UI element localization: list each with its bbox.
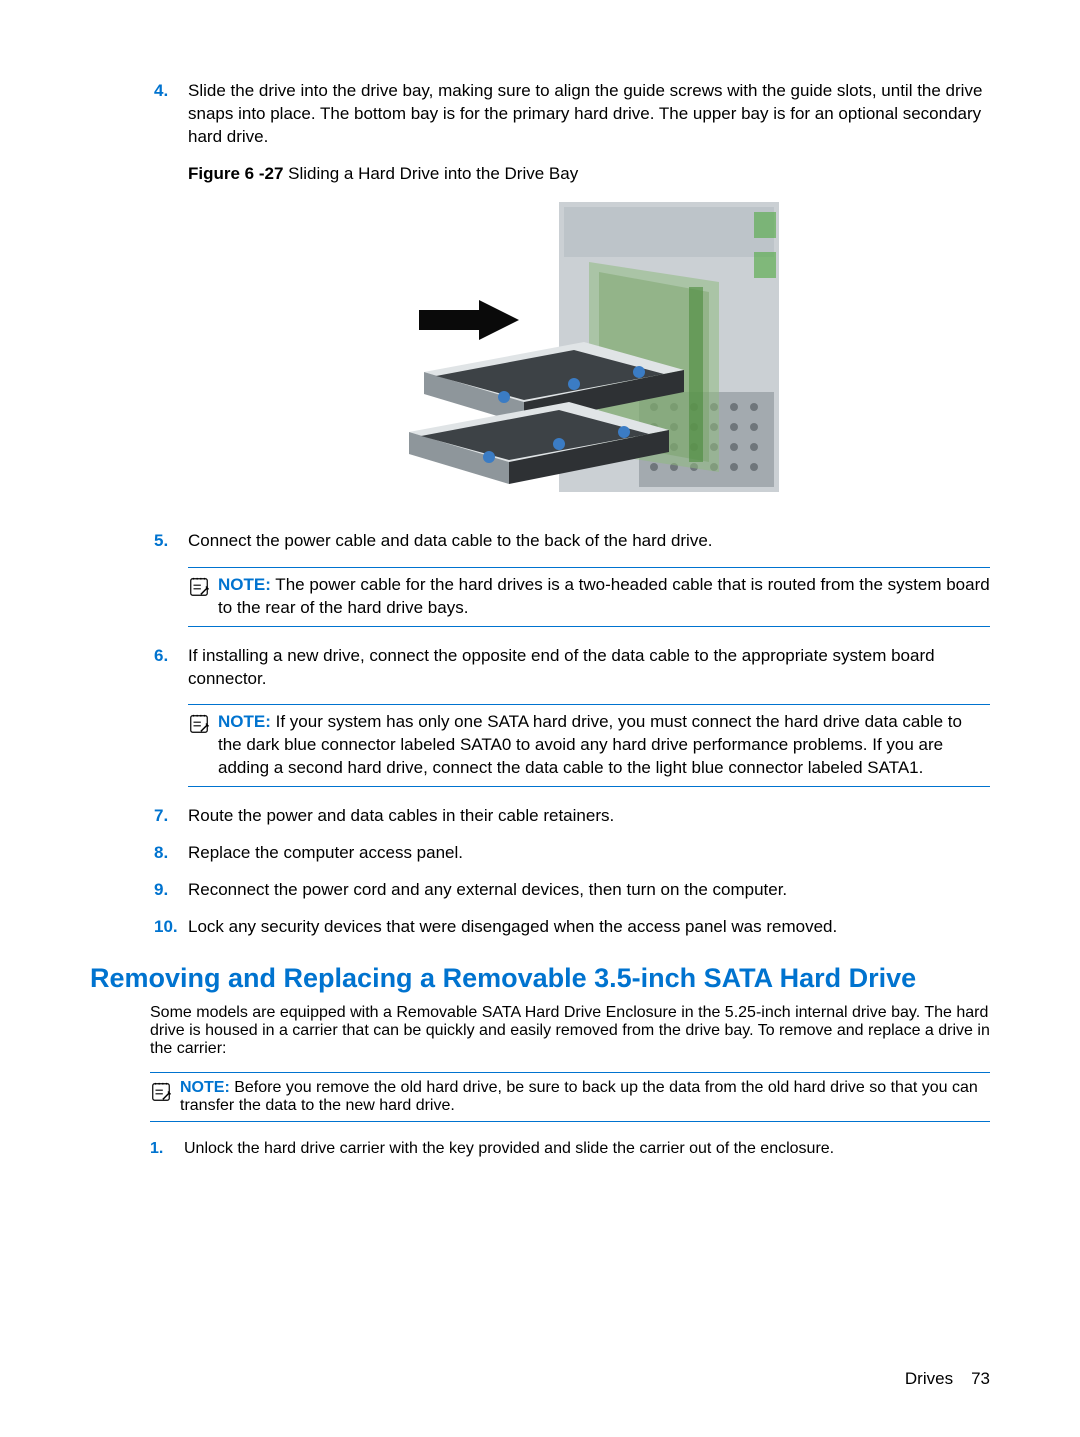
- note-icon: [188, 711, 212, 742]
- section-heading: Removing and Replacing a Removable 3.5-i…: [90, 963, 990, 994]
- note-block: NOTE: The power cable for the hard drive…: [188, 567, 990, 627]
- note-label: NOTE:: [180, 1079, 230, 1096]
- list-number: 6.: [154, 645, 188, 691]
- list-number: 9.: [154, 879, 188, 902]
- list-number: 7.: [154, 805, 188, 828]
- list-number: 5.: [154, 530, 188, 553]
- list-text: Route the power and data cables in their…: [188, 805, 990, 828]
- list-text: Replace the computer access panel.: [188, 842, 990, 865]
- footer-section: Drives: [905, 1369, 953, 1388]
- list-number: 8.: [154, 842, 188, 865]
- list-number: 10.: [154, 916, 188, 939]
- main-content: 4. Slide the drive into the drive bay, m…: [154, 80, 990, 939]
- figure-block: Figure 6 -27 Sliding a Hard Drive into t…: [188, 163, 990, 512]
- ordered-list-2: 1. Unlock the hard drive carrier with th…: [150, 1140, 990, 1158]
- list-item: 4. Slide the drive into the drive bay, m…: [154, 80, 990, 149]
- figure-caption: Figure 6 -27 Sliding a Hard Drive into t…: [188, 163, 990, 186]
- note-label: NOTE:: [218, 575, 271, 594]
- list-text: Connect the power cable and data cable t…: [188, 530, 990, 553]
- note-icon: [150, 1079, 174, 1108]
- list-text: Reconnect the power cord and any externa…: [188, 879, 990, 902]
- figure-image: [389, 192, 789, 512]
- note-icon: [188, 574, 212, 605]
- note-label: NOTE:: [218, 712, 271, 731]
- note-body: NOTE: Before you remove the old hard dri…: [180, 1079, 990, 1115]
- footer-page-number: 73: [971, 1369, 990, 1388]
- note-body: NOTE: The power cable for the hard drive…: [218, 574, 990, 620]
- list-item: 6. If installing a new drive, connect th…: [154, 645, 990, 691]
- list-item: 1. Unlock the hard drive carrier with th…: [150, 1140, 990, 1158]
- note-text: Before you remove the old hard drive, be…: [180, 1079, 978, 1114]
- list-text: Slide the drive into the drive bay, maki…: [188, 80, 990, 149]
- list-text: If installing a new drive, connect the o…: [188, 645, 990, 691]
- figure-label: Figure 6 -27: [188, 164, 283, 183]
- note-block: NOTE: If your system has only one SATA h…: [188, 704, 990, 787]
- page: 4. Slide the drive into the drive bay, m…: [0, 0, 1080, 1437]
- section-intro: Some models are equipped with a Removabl…: [150, 1004, 990, 1058]
- list-text: Lock any security devices that were dise…: [188, 916, 990, 939]
- note-body: NOTE: If your system has only one SATA h…: [218, 711, 990, 780]
- note-block: NOTE: Before you remove the old hard dri…: [150, 1072, 990, 1122]
- list-number: 1.: [150, 1140, 184, 1158]
- list-item: 10. Lock any security devices that were …: [154, 916, 990, 939]
- list-item: 8. Replace the computer access panel.: [154, 842, 990, 865]
- list-item: 9. Reconnect the power cord and any exte…: [154, 879, 990, 902]
- figure-caption-text: Sliding a Hard Drive into the Drive Bay: [283, 164, 578, 183]
- note-text: The power cable for the hard drives is a…: [218, 575, 990, 617]
- list-item: 5. Connect the power cable and data cabl…: [154, 530, 990, 553]
- note-text: If your system has only one SATA hard dr…: [218, 712, 962, 777]
- list-number: 4.: [154, 80, 188, 149]
- list-text: Unlock the hard drive carrier with the k…: [184, 1140, 990, 1158]
- page-footer: Drives 73: [905, 1369, 990, 1389]
- list-item: 7. Route the power and data cables in th…: [154, 805, 990, 828]
